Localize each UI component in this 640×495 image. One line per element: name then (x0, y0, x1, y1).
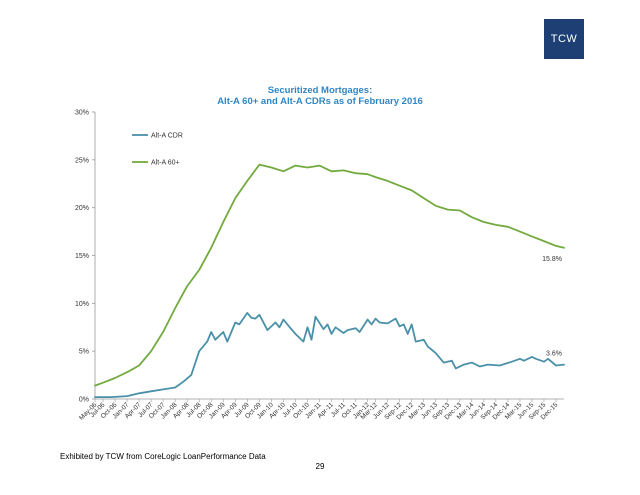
y-tick-label: 10% (75, 301, 89, 308)
y-tick-label: 25% (75, 157, 89, 164)
legend-label: Alt-A CDR (151, 133, 183, 140)
chart-title-line1: Securitized Mortgages: (267, 85, 373, 96)
page-number: 29 (315, 462, 325, 471)
series-line-alt-a-60 (94, 163, 565, 387)
y-tick-label: 0% (79, 397, 89, 404)
end-value-label: 3.6% (546, 351, 562, 358)
logo-text: TCW (550, 33, 578, 45)
source-note: Exhibited by TCW from CoreLogic LoanPerf… (60, 452, 266, 461)
y-tick-label: 5% (79, 349, 89, 356)
end-value-label: 15.8% (542, 256, 562, 263)
y-tick-label: 30% (75, 110, 89, 117)
legend-label: Alt-A 60+ (151, 160, 180, 167)
series-line-alt-a-cdr (94, 311, 565, 399)
y-tick-label: 20% (75, 205, 89, 212)
tcw-logo: TCW (544, 19, 584, 59)
chart-title-line2: Alt-A 60+ and Alt-A CDRs as of February … (217, 96, 423, 107)
y-tick-label: 15% (75, 253, 89, 260)
